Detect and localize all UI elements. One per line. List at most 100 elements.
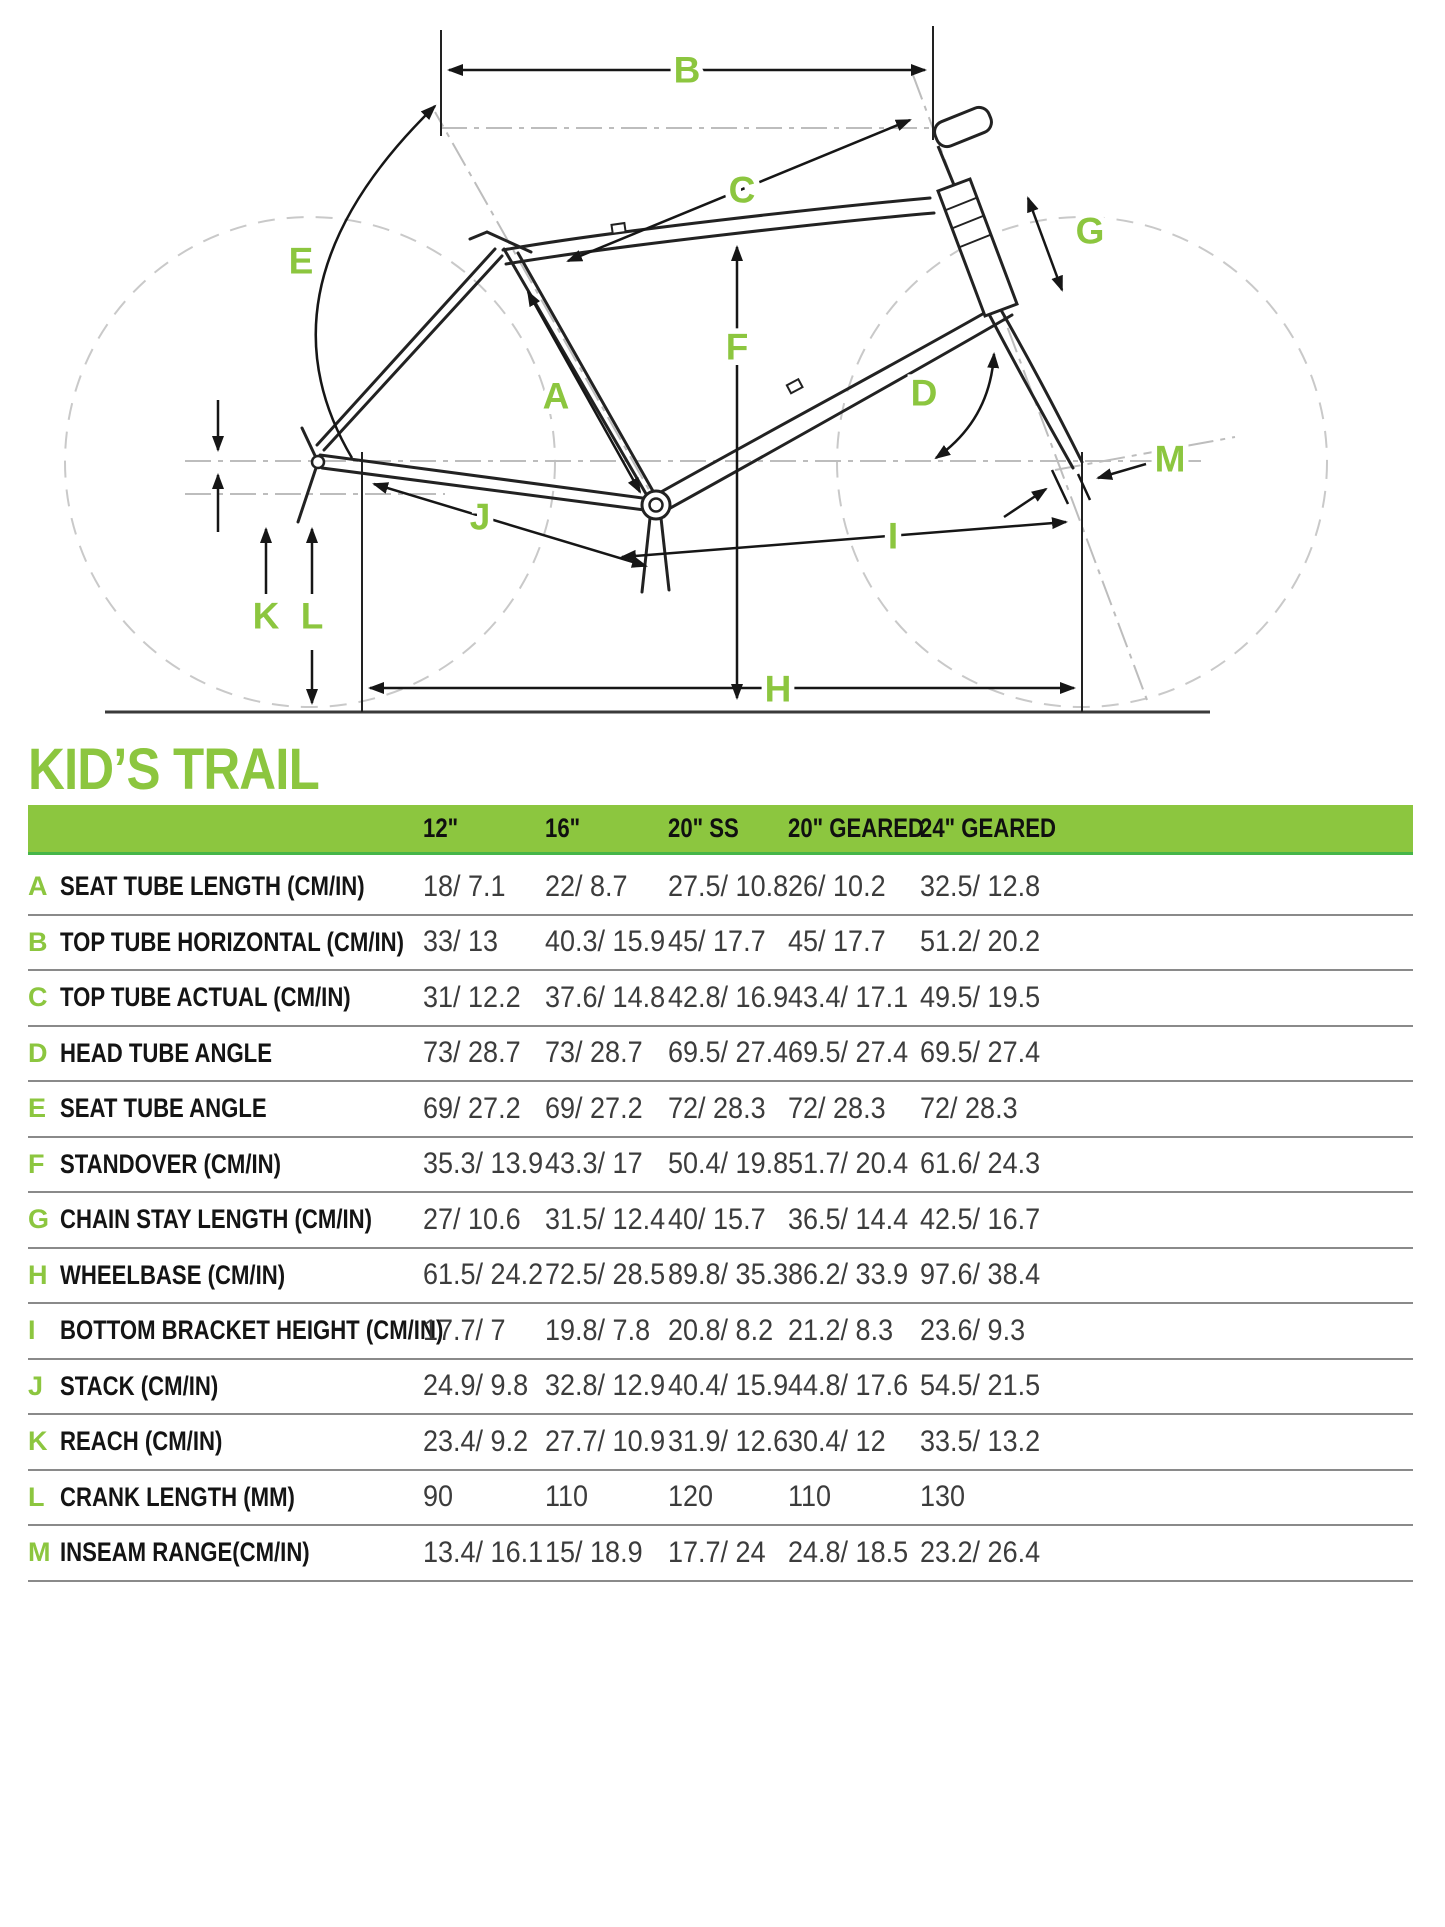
table-row: C TOP TUBE ACTUAL (CM/IN) 31/ 12.2 37.6/ 14… bbox=[28, 971, 1413, 1027]
row-value: 19.8/ 7.8 bbox=[545, 1313, 651, 1347]
row-letter: E bbox=[28, 1093, 47, 1124]
dim-I bbox=[620, 517, 1068, 562]
row-value: 32.8/ 12.9 bbox=[545, 1369, 666, 1403]
column-header: 20" SS bbox=[668, 813, 739, 843]
label-K: K bbox=[253, 596, 280, 637]
row-value: 90 bbox=[423, 1480, 454, 1514]
row-value: 24.8/ 18.5 bbox=[788, 1535, 909, 1569]
row-letter: A bbox=[28, 871, 48, 902]
row-value: 33.5/ 13.2 bbox=[920, 1424, 1041, 1458]
row-value: 37.6/ 14.8 bbox=[545, 980, 666, 1014]
geometry-diagram: A B C D E F G H I J K L M bbox=[64, 26, 1328, 715]
table-row: M INSEAM RANGE(CM/IN) 13.4/ 16.1 15/ 18.9 17… bbox=[28, 1526, 1413, 1582]
dim-E-arc bbox=[314, 104, 437, 459]
diagram-labels: A B C D E F G H I J K L M bbox=[247, 44, 1191, 715]
row-value: 69/ 27.2 bbox=[423, 1091, 521, 1125]
row-letter: M bbox=[28, 1537, 51, 1568]
row-letter: B bbox=[28, 926, 48, 957]
offset-tick-2 bbox=[1076, 473, 1092, 501]
table-row: D HEAD TUBE ANGLE 73/ 28.7 73/ 28.7 69.5/ 27… bbox=[28, 1027, 1413, 1082]
row-value: 40.3/ 15.9 bbox=[545, 925, 666, 959]
head-tube bbox=[936, 177, 1019, 318]
row-value: 110 bbox=[788, 1480, 832, 1514]
page-title: KID’S TRAIL bbox=[28, 737, 320, 802]
row-value: 13.4/ 16.1 bbox=[423, 1535, 544, 1569]
construction-lines bbox=[361, 26, 1083, 712]
row-value: 33/ 13 bbox=[423, 925, 499, 959]
row-value: 89.8/ 35.3 bbox=[668, 1258, 789, 1292]
reference-lines bbox=[185, 74, 1236, 701]
table-row: G CHAIN STAY LENGTH (CM/IN) 27/ 10.6 31.5/ … bbox=[28, 1193, 1413, 1249]
row-value: 27.7/ 10.9 bbox=[545, 1424, 666, 1458]
column-header: 16" bbox=[545, 813, 581, 843]
row-value: 69.5/ 27.4 bbox=[788, 1036, 909, 1070]
dim-G bbox=[1026, 196, 1064, 292]
label-E: E bbox=[289, 241, 314, 282]
row-label: CRANK LENGTH (MM) bbox=[60, 1481, 295, 1512]
label-G: G bbox=[1076, 211, 1105, 252]
table-row: F STANDOVER (CM/IN) 35.3/ 13.9 43.3/ 17 50.4… bbox=[28, 1138, 1413, 1193]
row-value: 51.7/ 20.4 bbox=[788, 1147, 909, 1181]
row-value: 86.2/ 33.9 bbox=[788, 1258, 909, 1292]
row-value: 43.3/ 17 bbox=[545, 1147, 643, 1181]
row-label: SEAT TUBE LENGTH (CM/IN) bbox=[60, 871, 365, 902]
table-row: J STACK (CM/IN) 24.9/ 9.8 32.8/ 12.9 40.4/ 1… bbox=[28, 1360, 1413, 1415]
label-L: L bbox=[301, 596, 324, 637]
row-value: 24.9/ 9.8 bbox=[423, 1369, 529, 1403]
dim-D-arc bbox=[934, 352, 1000, 460]
row-letter: H bbox=[28, 1259, 48, 1290]
label-C: C bbox=[729, 170, 756, 211]
row-value: 69.5/ 27.4 bbox=[668, 1036, 789, 1070]
row-label: STANDOVER (CM/IN) bbox=[60, 1148, 281, 1179]
column-header: 12" bbox=[423, 813, 459, 843]
row-value: 50.4/ 19.8 bbox=[668, 1147, 789, 1181]
row-value: 44.8/ 17.6 bbox=[788, 1369, 909, 1403]
row-label: WHEELBASE (CM/IN) bbox=[60, 1259, 286, 1290]
row-value: 30.4/ 12 bbox=[788, 1424, 886, 1458]
table-row: E SEAT TUBE ANGLE 69/ 27.2 69/ 27.2 72/ 28.3… bbox=[28, 1082, 1413, 1138]
row-value: 23.2/ 26.4 bbox=[920, 1535, 1041, 1569]
row-value: 36.5/ 14.4 bbox=[788, 1202, 909, 1236]
row-value: 23.6/ 9.3 bbox=[920, 1313, 1026, 1347]
label-I: I bbox=[888, 516, 898, 557]
table-row: I BOTTOM BRACKET HEIGHT (CM/IN) 17.7/ 7 19.… bbox=[28, 1304, 1413, 1360]
row-value: 97.6/ 38.4 bbox=[920, 1258, 1041, 1292]
row-label: BOTTOM BRACKET HEIGHT (CM/IN) bbox=[60, 1315, 444, 1346]
row-value: 49.5/ 19.5 bbox=[920, 980, 1041, 1014]
label-M: M bbox=[1155, 439, 1186, 480]
label-D: D bbox=[911, 373, 938, 414]
row-value: 15/ 18.9 bbox=[545, 1535, 643, 1569]
row-value: 72/ 28.3 bbox=[788, 1091, 886, 1125]
row-letter: G bbox=[28, 1204, 50, 1235]
row-value: 73/ 28.7 bbox=[423, 1036, 521, 1070]
offset-tick-1 bbox=[1050, 469, 1070, 505]
row-letter: K bbox=[28, 1426, 48, 1457]
table-row: A SEAT TUBE LENGTH (CM/IN) 18/ 7.1 22/ 8.7 2… bbox=[28, 860, 1413, 916]
row-value: 45/ 17.7 bbox=[788, 925, 886, 959]
row-letter: I bbox=[28, 1315, 36, 1346]
column-header: 24" GEARED bbox=[920, 813, 1057, 843]
row-value: 61.6/ 24.3 bbox=[920, 1147, 1041, 1181]
row-value: 61.5/ 24.2 bbox=[423, 1258, 544, 1292]
row-value: 40.4/ 15.9 bbox=[668, 1369, 789, 1403]
row-value: 35.3/ 13.9 bbox=[423, 1147, 544, 1181]
row-value: 27.5/ 10.8 bbox=[668, 869, 789, 903]
row-value: 69.5/ 27.4 bbox=[920, 1036, 1041, 1070]
row-value: 42.5/ 16.7 bbox=[920, 1202, 1041, 1236]
stem bbox=[936, 145, 956, 186]
row-label: CHAIN STAY LENGTH (CM/IN) bbox=[60, 1204, 373, 1235]
row-value: 54.5/ 21.5 bbox=[920, 1369, 1041, 1403]
row-value: 72.5/ 28.5 bbox=[545, 1258, 666, 1292]
row-value: 17.7/ 7 bbox=[423, 1313, 506, 1347]
row-label: INSEAM RANGE(CM/IN) bbox=[60, 1537, 310, 1568]
headset-spacers bbox=[945, 197, 991, 248]
row-value: 42.8/ 16.9 bbox=[668, 980, 789, 1014]
row-letter: C bbox=[28, 982, 48, 1013]
row-value: 23.4/ 9.2 bbox=[423, 1424, 529, 1458]
label-J: J bbox=[470, 497, 491, 538]
row-value: 110 bbox=[545, 1480, 589, 1514]
row-value: 130 bbox=[920, 1480, 966, 1514]
rear-dropout bbox=[310, 454, 326, 470]
row-value: 22/ 8.7 bbox=[545, 869, 628, 903]
row-letter: L bbox=[28, 1481, 45, 1512]
